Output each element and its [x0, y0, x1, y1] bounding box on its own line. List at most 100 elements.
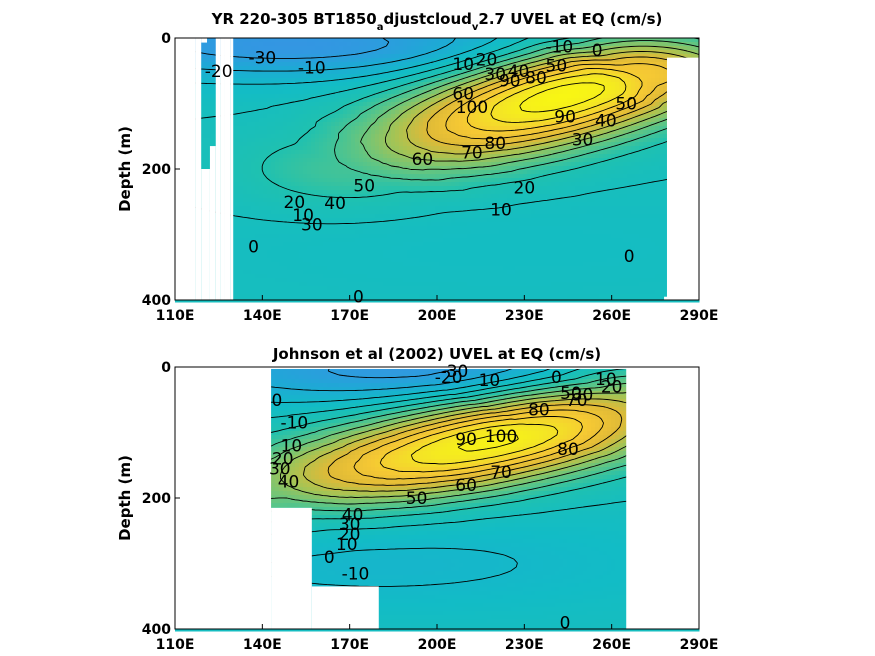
top-heatmap-cell	[235, 182, 240, 187]
top-heatmap-cell	[299, 186, 304, 191]
top-heatmap-cell	[251, 78, 256, 83]
top-heatmap-cell	[635, 166, 640, 171]
top-heatmap-cell	[291, 74, 296, 79]
top-heatmap-cell	[547, 126, 552, 131]
top-heatmap-cell	[239, 114, 244, 119]
top-heatmap-cell	[579, 102, 584, 107]
top-heatmap-cell	[311, 42, 316, 47]
top-heatmap-cell	[491, 74, 496, 79]
top-heatmap-cell	[555, 174, 560, 179]
top-heatmap-cell	[519, 58, 524, 63]
top-heatmap-cell	[539, 50, 544, 55]
top-heatmap-cell	[287, 82, 292, 87]
top-heatmap-cell	[207, 38, 212, 43]
top-heatmap-cell	[483, 110, 488, 115]
top-heatmap-cell	[659, 146, 664, 151]
top-heatmap-cell	[275, 70, 280, 75]
top-heatmap-cell	[619, 62, 624, 67]
top-heatmap-cell	[603, 102, 608, 107]
top-heatmap-cell	[231, 66, 236, 71]
top-heatmap-cell	[523, 122, 528, 127]
top-heatmap-cell	[371, 142, 376, 147]
top-heatmap-cell	[275, 162, 280, 167]
top-heatmap-cell	[283, 38, 288, 43]
top-heatmap-cell	[311, 186, 316, 191]
top-heatmap-cell	[563, 46, 568, 51]
top-heatmap-cell	[495, 58, 500, 63]
top-heatmap-cell	[459, 126, 464, 131]
top-heatmap-cell	[351, 130, 356, 135]
top-heatmap-cell	[243, 98, 248, 103]
top-heatmap-cell	[315, 82, 320, 87]
top-heatmap-cell	[267, 50, 272, 55]
top-heatmap-cell	[275, 154, 280, 159]
top-heatmap-cell	[439, 58, 444, 63]
top-heatmap-cell	[415, 114, 420, 119]
top-heatmap-cell	[331, 58, 336, 63]
top-heatmap-cell	[555, 42, 560, 47]
top-heatmap-cell	[335, 170, 340, 175]
top-heatmap-cell	[471, 66, 476, 71]
top-heatmap-cell	[267, 162, 272, 167]
top-heatmap-cell	[503, 114, 508, 119]
top-heatmap-cell	[251, 94, 256, 99]
top-heatmap-cell	[447, 106, 452, 111]
top-heatmap-cell	[435, 142, 440, 147]
top-heatmap-cell	[487, 58, 492, 63]
top-heatmap-cell	[555, 110, 560, 115]
top-heatmap-cell	[615, 162, 620, 167]
top-heatmap-cell	[367, 134, 372, 139]
top-heatmap-cell	[331, 114, 336, 119]
top-heatmap-cell	[251, 146, 256, 151]
top-heatmap-cell	[243, 134, 248, 139]
top-heatmap-cell	[435, 50, 440, 55]
top-heatmap-cell	[555, 126, 560, 131]
top-heatmap-cell	[359, 58, 364, 63]
top-heatmap-cell	[499, 166, 504, 171]
top-heatmap-cell	[207, 90, 212, 95]
top-heatmap-cell	[571, 126, 576, 131]
top-heatmap-cell	[647, 166, 652, 171]
top-heatmap-cell	[479, 178, 484, 183]
top-heatmap-cell	[523, 74, 528, 79]
top-heatmap-cell	[415, 42, 420, 47]
top-heatmap-cell	[235, 54, 240, 59]
top-heatmap-cell	[271, 50, 276, 55]
top-heatmap-cell	[491, 78, 496, 83]
top-heatmap-cell	[523, 170, 528, 175]
top-heatmap-cell	[231, 50, 236, 55]
top-heatmap-cell	[371, 78, 376, 83]
top-heatmap-cell	[207, 82, 212, 87]
top-heatmap-cell	[603, 150, 608, 155]
top-heatmap-cell	[351, 70, 356, 75]
top-heatmap-cell	[471, 126, 476, 131]
top-heatmap-cell	[627, 118, 632, 123]
top-heatmap-cell	[255, 134, 260, 139]
top-heatmap-cell	[455, 42, 460, 47]
top-heatmap-cell	[383, 38, 388, 43]
top-heatmap-cell	[543, 114, 548, 119]
top-heatmap-cell	[527, 130, 532, 135]
top-heatmap-cell	[635, 110, 640, 115]
top-heatmap-cell	[303, 78, 308, 83]
top-heatmap-cell	[571, 118, 576, 123]
top-heatmap-cell	[651, 138, 656, 143]
top-heatmap-cell	[255, 70, 260, 75]
top-heatmap-cell	[643, 158, 648, 163]
top-heatmap-cell	[295, 86, 300, 91]
top-heatmap-cell	[527, 98, 532, 103]
top-heatmap-cell	[499, 174, 504, 179]
top-heatmap-cell	[359, 130, 364, 135]
top-heatmap-cell	[359, 38, 364, 43]
top-heatmap-cell	[335, 146, 340, 151]
top-heatmap-cell	[331, 174, 336, 179]
top-heatmap-cell	[459, 46, 464, 51]
top-heatmap-cell	[287, 106, 292, 111]
top-heatmap-cell	[515, 162, 520, 167]
top-heatmap-cell	[367, 46, 372, 51]
top-heatmap-cell	[239, 170, 244, 175]
top-heatmap-cell	[575, 114, 580, 119]
top-heatmap-cell	[539, 166, 544, 171]
top-heatmap-cell	[559, 182, 564, 187]
top-heatmap-cell	[231, 122, 236, 127]
